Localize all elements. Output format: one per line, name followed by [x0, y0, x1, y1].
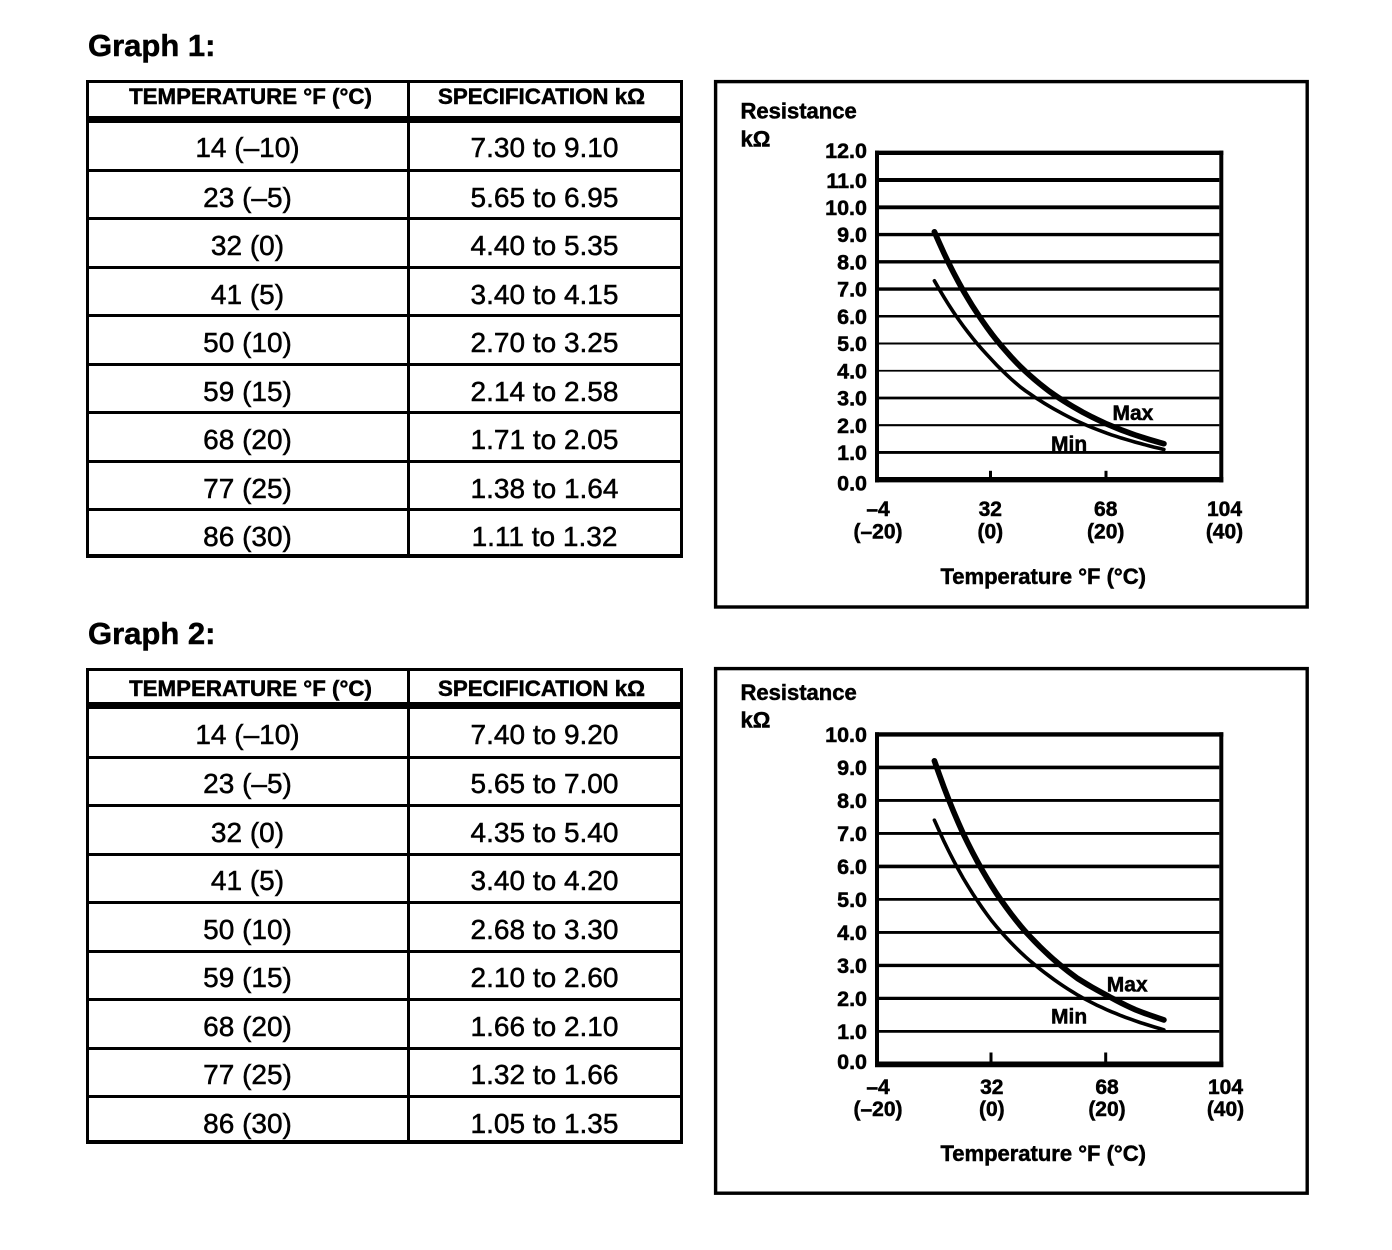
svg-text:5.0: 5.0 [837, 888, 867, 912]
svg-text:Temperature °F (°C): Temperature °F (°C) [940, 564, 1145, 589]
svg-text:12.0: 12.0 [825, 139, 867, 163]
svg-text:9.0: 9.0 [837, 223, 867, 247]
svg-text:Temperature °F (°C): Temperature °F (°C) [940, 1141, 1145, 1166]
svg-text:(–20): (–20) [853, 521, 902, 544]
svg-text:11.0: 11.0 [826, 169, 867, 193]
svg-text:–4: –4 [866, 1076, 890, 1099]
svg-text:4.0: 4.0 [837, 921, 867, 945]
svg-text:9.0: 9.0 [837, 756, 867, 780]
svg-text:4.0: 4.0 [837, 359, 867, 383]
svg-text:–4: –4 [866, 498, 890, 521]
svg-text:(20): (20) [1088, 1098, 1125, 1121]
svg-text:104: 104 [1208, 1076, 1243, 1099]
svg-text:0.0: 0.0 [837, 471, 867, 495]
svg-text:8.0: 8.0 [837, 250, 867, 274]
svg-text:104: 104 [1207, 498, 1242, 521]
svg-text:1.0: 1.0 [837, 441, 867, 465]
svg-text:kΩ: kΩ [741, 707, 771, 732]
svg-text:Resistance: Resistance [741, 99, 857, 124]
svg-text:3.0: 3.0 [837, 387, 867, 411]
svg-text:(0): (0) [977, 521, 1003, 544]
svg-text:10.0: 10.0 [825, 723, 867, 747]
svg-text:3.0: 3.0 [837, 954, 867, 978]
svg-text:kΩ: kΩ [741, 126, 771, 151]
svg-text:2.0: 2.0 [837, 987, 867, 1011]
svg-text:(40): (40) [1206, 521, 1243, 544]
svg-text:2.0: 2.0 [837, 414, 867, 438]
svg-text:(0): (0) [979, 1098, 1005, 1121]
svg-text:(40): (40) [1207, 1098, 1244, 1121]
svg-text:7.0: 7.0 [837, 278, 867, 302]
svg-text:68: 68 [1094, 498, 1118, 521]
svg-text:68: 68 [1095, 1076, 1119, 1099]
svg-text:6.0: 6.0 [837, 305, 867, 329]
svg-text:Max: Max [1113, 402, 1154, 425]
svg-text:5.0: 5.0 [837, 332, 867, 356]
svg-text:1.0: 1.0 [837, 1020, 867, 1044]
svg-text:0.0: 0.0 [837, 1050, 867, 1074]
svg-text:10.0: 10.0 [825, 196, 867, 220]
svg-text:(–20): (–20) [853, 1098, 902, 1121]
svg-text:Min: Min [1051, 1006, 1087, 1029]
svg-text:32: 32 [979, 498, 1002, 521]
svg-text:8.0: 8.0 [837, 789, 867, 813]
svg-text:6.0: 6.0 [837, 855, 867, 879]
svg-text:7.0: 7.0 [837, 822, 867, 846]
svg-text:Max: Max [1107, 973, 1148, 996]
svg-text:(20): (20) [1087, 521, 1124, 544]
svg-text:32: 32 [980, 1076, 1003, 1099]
svg-text:Resistance: Resistance [741, 680, 857, 705]
svg-text:Min: Min [1051, 433, 1087, 456]
